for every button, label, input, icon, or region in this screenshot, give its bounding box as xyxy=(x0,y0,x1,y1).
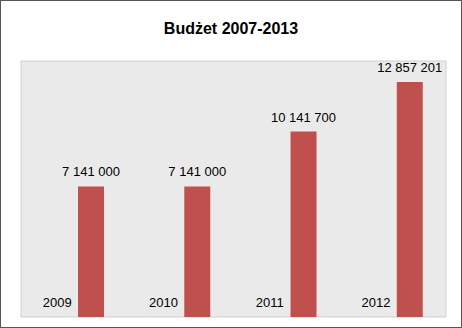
svg-text:12 857 201: 12 857 201 xyxy=(377,60,442,75)
svg-text:2010: 2010 xyxy=(149,295,178,310)
svg-text:7 141 000: 7 141 000 xyxy=(62,164,120,179)
svg-text:10 141 700: 10 141 700 xyxy=(271,110,336,125)
svg-text:2011: 2011 xyxy=(256,295,284,310)
svg-text:2012: 2012 xyxy=(362,295,391,310)
svg-text:2009: 2009 xyxy=(43,295,72,310)
svg-text:Budżet 2007-2013: Budżet 2007-2013 xyxy=(164,20,298,37)
svg-text:7 141 000: 7 141 000 xyxy=(168,164,226,179)
